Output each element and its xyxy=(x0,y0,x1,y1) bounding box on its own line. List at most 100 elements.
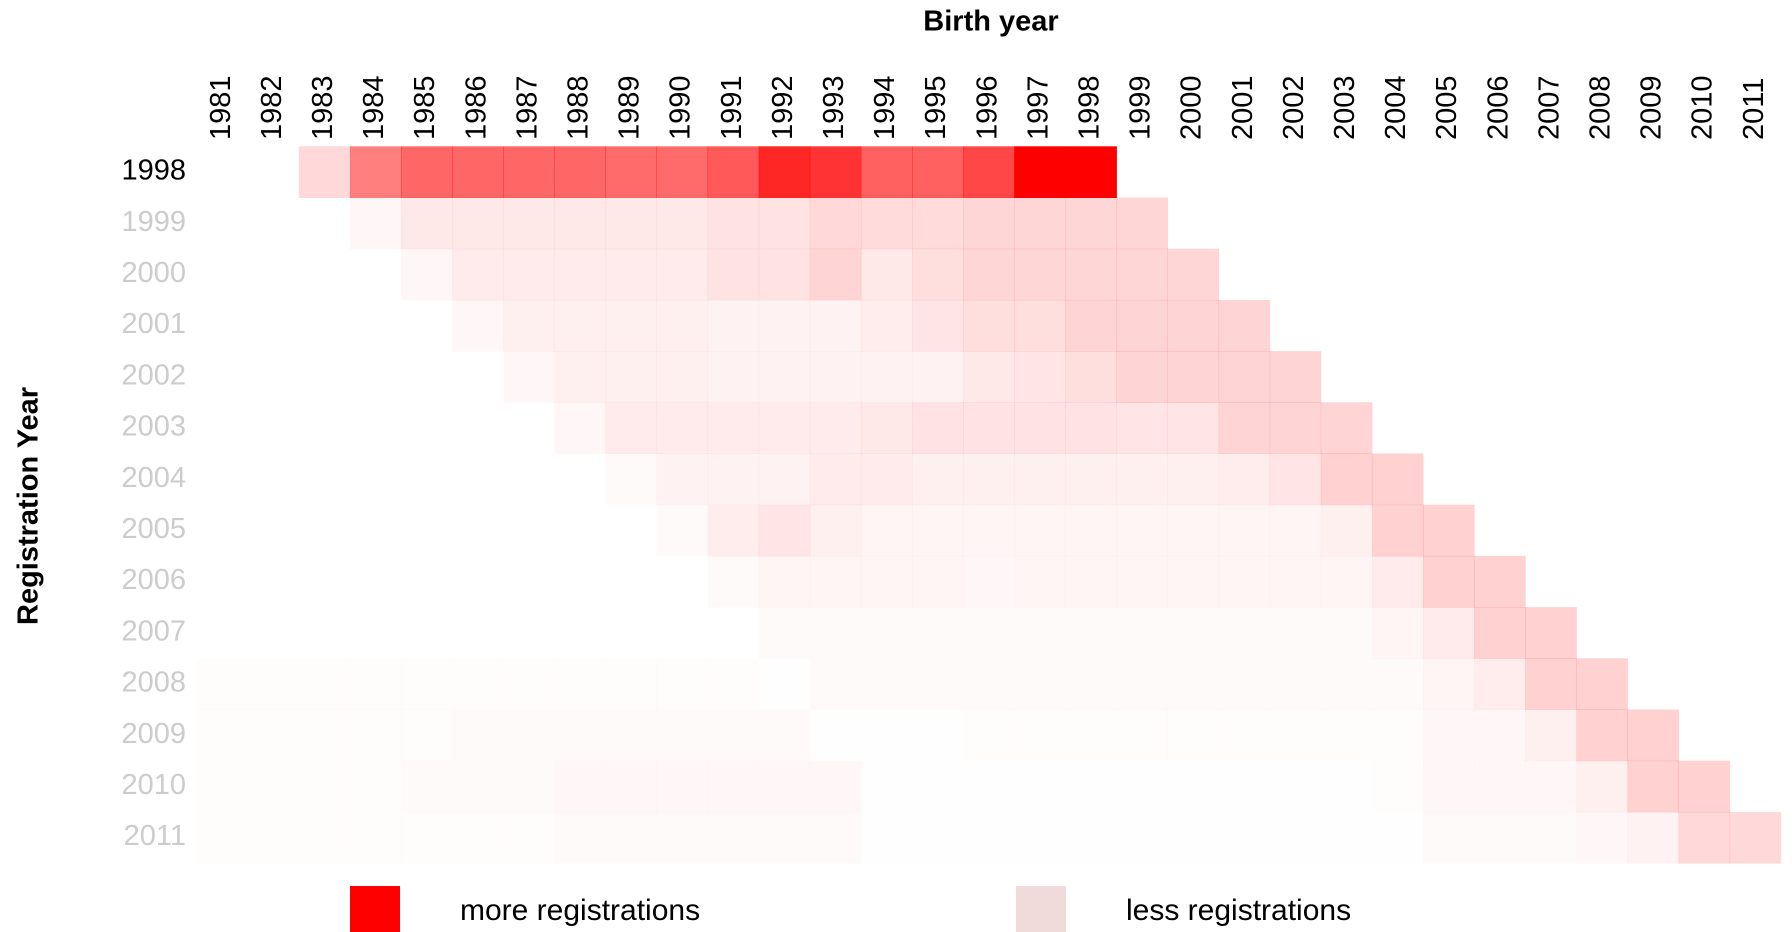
heatmap-cell xyxy=(1167,402,1220,454)
heatmap-cell xyxy=(401,249,453,301)
heatmap-cell xyxy=(912,812,964,864)
heatmap-cell xyxy=(554,146,606,198)
heatmap-cell xyxy=(605,351,657,403)
x-axis-title: Birth year xyxy=(923,6,1058,38)
heatmap-cell xyxy=(1372,658,1424,710)
heatmap-cell xyxy=(605,454,657,506)
heatmap-cell xyxy=(503,299,555,352)
x-tick-label: 2002 xyxy=(1278,75,1310,140)
heatmap-cell xyxy=(350,710,402,762)
heatmap-cell xyxy=(860,453,913,506)
heatmap-cell xyxy=(809,453,862,506)
heatmap-cell xyxy=(248,710,300,762)
heatmap-cell xyxy=(1116,299,1168,352)
heatmap-cell xyxy=(554,351,606,403)
heatmap-cell xyxy=(1576,760,1628,813)
heatmap-cell xyxy=(707,146,760,198)
heatmap-cell xyxy=(1116,453,1168,506)
heatmap-cell xyxy=(810,658,862,710)
heatmap-cell xyxy=(963,812,1015,864)
y-tick-label: 2006 xyxy=(121,564,186,596)
heatmap-cell xyxy=(1371,504,1424,557)
heatmap-cell xyxy=(708,812,760,864)
heatmap-cell xyxy=(1065,658,1117,710)
heatmap-cell xyxy=(1168,607,1220,659)
heatmap-cell xyxy=(1729,811,1782,864)
heatmap-cell xyxy=(1474,658,1526,710)
heatmap-cell xyxy=(503,761,555,813)
heatmap-cell xyxy=(1474,812,1526,864)
x-tick-label: 1998 xyxy=(1074,75,1106,140)
heatmap-cell xyxy=(1168,812,1220,864)
heatmap-cell xyxy=(1014,812,1066,864)
heatmap-cell xyxy=(248,812,300,864)
heatmap-cell xyxy=(197,761,249,813)
heatmap-cell xyxy=(1678,760,1731,813)
heatmap-cell xyxy=(657,812,709,864)
heatmap-cell xyxy=(1372,812,1424,864)
heatmap-cell xyxy=(605,299,657,352)
heatmap-cell xyxy=(197,710,249,762)
heatmap-cell xyxy=(1065,402,1117,454)
y-tick-label: 2004 xyxy=(121,462,186,494)
heatmap-cell xyxy=(861,658,913,710)
x-tick-label: 1995 xyxy=(920,75,952,140)
heatmap-cell xyxy=(1372,710,1424,762)
heatmap-cell xyxy=(554,761,606,813)
heatmap-cell xyxy=(1014,248,1066,301)
heatmap-cell xyxy=(912,146,964,198)
heatmap-cell xyxy=(554,248,606,301)
heatmap-cell xyxy=(707,248,760,301)
heatmap-cell xyxy=(349,146,402,198)
heatmap-cell xyxy=(1065,504,1117,557)
heatmap-cell xyxy=(912,299,964,352)
heatmap-cell xyxy=(1525,812,1577,864)
heatmap-cell xyxy=(1321,658,1373,710)
heatmap-cell xyxy=(1014,402,1066,454)
x-tick-label: 1989 xyxy=(614,75,646,140)
heatmap-cell xyxy=(708,710,760,762)
heatmap-cell xyxy=(1218,402,1271,454)
heatmap-cell xyxy=(708,556,760,608)
y-tick-label: 2002 xyxy=(121,359,186,391)
heatmap-cell xyxy=(860,351,913,403)
y-tick-label: 2000 xyxy=(121,257,186,289)
heatmap-cell xyxy=(1065,146,1117,198)
heatmap-cell xyxy=(1270,812,1322,864)
x-tick-label: 1982 xyxy=(256,75,288,140)
heatmap-cell xyxy=(963,402,1015,454)
heatmap-cell xyxy=(912,351,964,403)
heatmap-cell xyxy=(554,658,606,710)
heatmap-cell xyxy=(1116,248,1168,301)
heatmap-cell xyxy=(401,146,453,198)
y-tick-label: 2007 xyxy=(121,615,186,647)
heatmap-cell xyxy=(401,812,453,864)
heatmap-cell xyxy=(656,453,709,506)
heatmap-cell xyxy=(758,402,811,454)
heatmap-cell xyxy=(912,710,964,762)
heatmap-cell xyxy=(1116,607,1168,659)
heatmap-cell xyxy=(1065,812,1117,864)
heatmap-cell xyxy=(1218,555,1271,608)
heatmap-cell xyxy=(656,197,709,250)
heatmap-cell xyxy=(1269,555,1322,608)
heatmap-cell xyxy=(1167,351,1220,403)
heatmap-cell xyxy=(759,607,811,659)
heatmap-cell xyxy=(1116,351,1168,403)
heatmap-cell xyxy=(1014,197,1066,250)
heatmap-cell xyxy=(912,555,964,608)
heatmap-cell xyxy=(1269,504,1322,557)
heatmap-cell xyxy=(1321,761,1373,813)
heatmap-cell xyxy=(1218,299,1271,352)
heatmap-cell xyxy=(1269,402,1322,454)
heatmap-cell xyxy=(657,505,709,557)
heatmap-cell xyxy=(452,761,504,813)
heatmap-cell xyxy=(1525,709,1577,762)
heatmap-cell xyxy=(605,146,657,198)
heatmap-cell xyxy=(1423,504,1475,557)
heatmap-cell xyxy=(605,658,657,710)
heatmap-cell xyxy=(758,351,811,403)
heatmap-cell xyxy=(1627,709,1679,762)
heatmap-cell xyxy=(860,197,913,250)
